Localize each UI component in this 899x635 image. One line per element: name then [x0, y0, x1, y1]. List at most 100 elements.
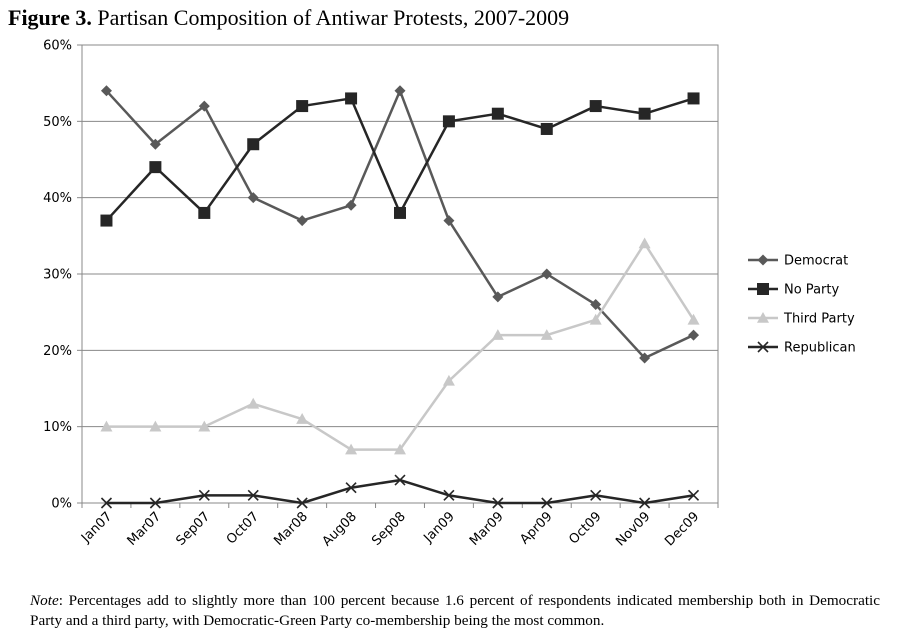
x-tick-label: Sep08 [369, 509, 409, 549]
data-point [149, 497, 161, 509]
gridlines [81, 44, 719, 504]
data-point [198, 489, 210, 501]
y-axis: 0% 10% 20% 30% 40% 50% 60% [43, 39, 82, 512]
data-point [100, 85, 112, 97]
x-tick-label: Apr09 [517, 509, 555, 547]
figure-title-text: Partisan Composition of Antiwar Protests… [97, 5, 570, 30]
data-point [100, 214, 113, 227]
x-tick-label: Jan07 [78, 509, 115, 546]
legend-marker [757, 312, 769, 323]
data-point [638, 107, 651, 120]
legend-entry: No Party [748, 283, 839, 298]
legend-label: Third Party [783, 312, 855, 327]
data-point [491, 329, 504, 340]
data-point [687, 313, 700, 325]
x-tick-label: Sep07 [174, 509, 214, 549]
data-point [541, 497, 553, 509]
data-point [540, 122, 553, 135]
y-tick-label: 50% [43, 115, 72, 130]
series-republican [100, 474, 700, 509]
data-point [247, 397, 260, 409]
data-point [492, 497, 504, 509]
x-tick-label: Oct07 [224, 509, 262, 547]
series-line [105, 89, 695, 360]
figure-note: Note: Percentages add to slightly more t… [30, 591, 880, 631]
data-point [442, 115, 455, 128]
data-point [443, 215, 455, 227]
data-point [100, 420, 113, 432]
data-point [345, 199, 357, 211]
note-text: : Percentages add to slightly more than … [30, 592, 880, 629]
x-tick-label: Dec09 [662, 509, 702, 549]
data-point [296, 497, 308, 509]
legend-marker [757, 283, 769, 295]
data-point [247, 192, 259, 204]
data-point [296, 100, 309, 113]
data-point [394, 206, 406, 219]
data-point [296, 215, 308, 227]
series-line [106, 478, 694, 505]
data-point [540, 329, 553, 340]
data-point [198, 420, 211, 432]
series-layer [100, 85, 700, 509]
data-point [296, 413, 309, 424]
data-point [345, 482, 357, 494]
data-point [345, 443, 358, 455]
data-point [687, 489, 700, 501]
legend-label: Democrat [784, 254, 848, 269]
data-point [590, 299, 602, 311]
legend-entry: Third Party [748, 312, 855, 327]
data-point [394, 474, 406, 486]
y-tick-label: 20% [43, 344, 72, 359]
x-tick-label: Mar07 [125, 509, 165, 549]
data-point [345, 92, 358, 105]
data-point [541, 268, 553, 280]
series-line [105, 97, 694, 222]
data-point [100, 497, 113, 509]
x-tick-label: Mar09 [467, 509, 507, 549]
x-tick-label: Oct09 [566, 509, 604, 547]
x-tick-label: Nov09 [613, 509, 653, 549]
data-point [639, 352, 651, 364]
data-point [589, 313, 602, 325]
y-tick-label: 40% [43, 191, 72, 206]
data-point [149, 420, 162, 432]
x-tick-label: Mar08 [271, 509, 311, 549]
series-no-party [100, 92, 700, 227]
data-point [491, 107, 504, 120]
data-point [247, 138, 260, 151]
data-point [589, 100, 602, 113]
data-point [247, 489, 259, 501]
legend-label: Republican [784, 341, 856, 356]
data-point [638, 237, 651, 249]
data-point [149, 138, 161, 150]
legend-entry: Democrat [748, 254, 848, 269]
legend-label: No Party [784, 283, 839, 298]
line-chart: 0% 10% 20% 30% 40% 50% 60% Jan07 Mar07 Sep07 Oct0… [43, 39, 856, 550]
data-point [394, 85, 406, 97]
series-third-party [100, 237, 700, 455]
legend: Democrat No Party Third Party Republican [748, 254, 856, 356]
x-tick-label: Jan09 [421, 509, 458, 546]
y-tick-label: 60% [43, 39, 72, 54]
note-label: Note [30, 592, 59, 609]
data-point [198, 206, 211, 219]
data-point [687, 92, 700, 105]
legend-entry: Republican [748, 341, 856, 356]
data-point [590, 489, 602, 501]
x-tick-label: Aug08 [320, 509, 360, 549]
y-tick-label: 30% [43, 268, 72, 283]
data-point [198, 100, 210, 112]
data-point [443, 489, 455, 501]
y-tick-label: 0% [51, 497, 72, 512]
data-point [639, 497, 651, 509]
data-point [149, 161, 162, 174]
data-point [442, 374, 455, 386]
legend-marker [757, 254, 769, 266]
legend-marker [757, 341, 769, 353]
y-tick-label: 10% [43, 420, 72, 435]
data-point [492, 291, 504, 303]
figure-label: Figure 3. [8, 5, 92, 30]
data-point [688, 329, 700, 341]
series-democrat [100, 85, 700, 364]
